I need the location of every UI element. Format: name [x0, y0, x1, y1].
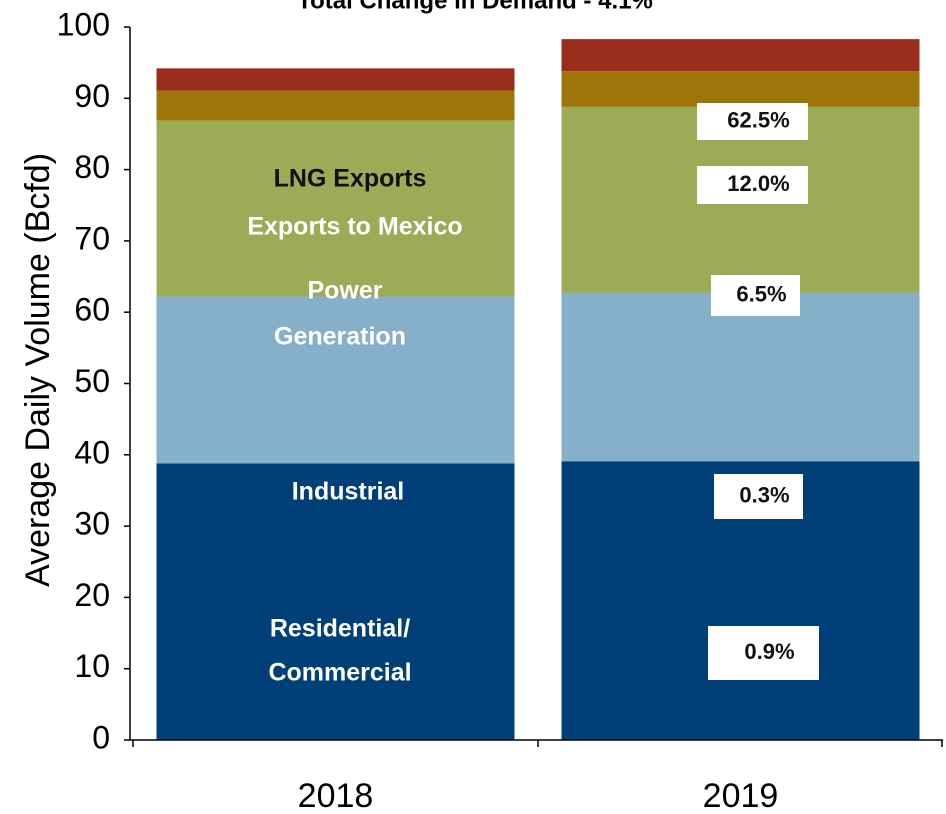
bar-segment [156, 90, 515, 121]
segment-annotation: Power [307, 277, 382, 305]
segment-annotation: Commercial [268, 659, 411, 687]
label-box [697, 166, 808, 204]
bar-segment [156, 296, 515, 464]
y-tick-label: 30 [74, 506, 110, 542]
segment-annotation: Residential/ [270, 615, 410, 643]
x-tick-label: 2018 [298, 777, 374, 814]
bar-segment [561, 71, 920, 107]
segment-annotation: Generation [274, 323, 406, 351]
bar-segment [156, 68, 515, 91]
y-tick-label: 90 [74, 78, 110, 114]
boxed-label: 62.5% [727, 107, 789, 132]
y-tick-label: 20 [74, 577, 110, 613]
bar-segment [561, 292, 920, 462]
bar-segment [156, 120, 515, 297]
x-tick-label: 2019 [703, 777, 779, 814]
bar-segment [156, 463, 515, 740]
boxed-label: 6.5% [736, 281, 786, 306]
boxed-label: 0.9% [744, 639, 794, 664]
label-box [708, 626, 819, 680]
boxed-label: 0.3% [739, 482, 789, 507]
label-box [697, 103, 808, 140]
y-tick-label: 0 [92, 719, 110, 755]
y-axis-title: Average Daily Volume (Bcfd) [19, 153, 57, 587]
label-box [714, 474, 803, 519]
y-tick-label: 40 [74, 434, 110, 470]
y-tick-label: 60 [74, 292, 110, 328]
bar-segment [561, 39, 920, 72]
y-tick-label: 10 [74, 648, 110, 684]
y-tick-label: 50 [74, 363, 110, 399]
label-box [711, 275, 800, 316]
y-tick-label: 80 [74, 149, 110, 185]
segment-annotation: Industrial [292, 478, 405, 506]
chart-title: Total Change in Demand - 4.1% [297, 0, 653, 14]
y-tick-label: 100 [57, 6, 110, 42]
segment-annotation: Exports to Mexico [247, 213, 462, 241]
boxed-label: 12.0% [727, 171, 789, 196]
segment-annotation: LNG Exports [274, 165, 427, 193]
y-tick-label: 70 [74, 220, 110, 256]
